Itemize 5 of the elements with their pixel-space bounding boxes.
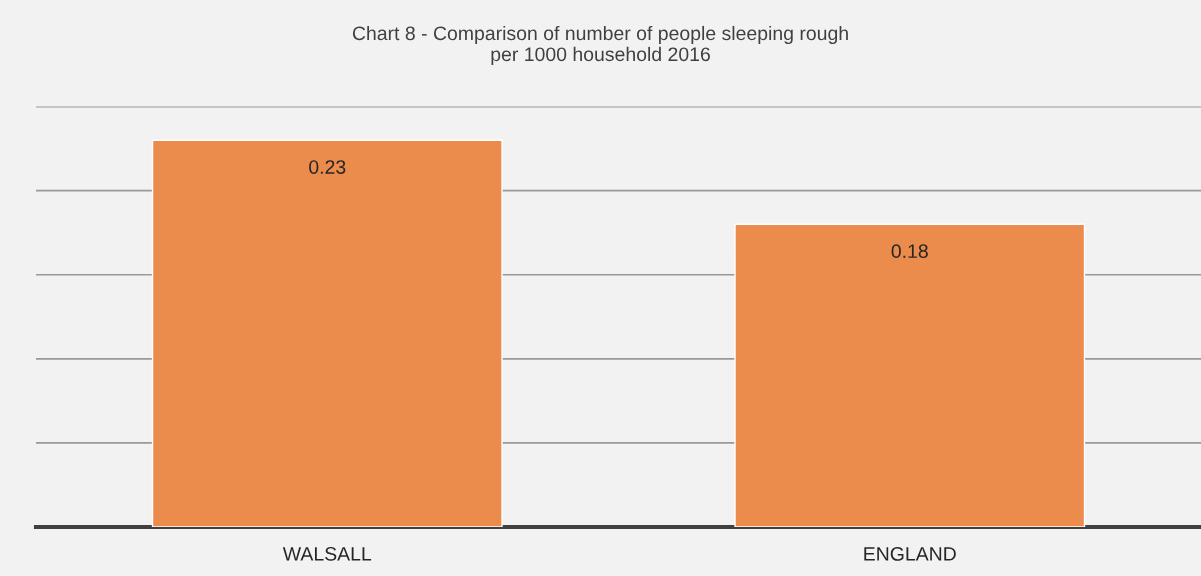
x-tick-label: ENGLAND (864, 547, 956, 561)
data-label: 0.18 (891, 244, 928, 259)
x-tick-label: WALSALL (282, 547, 372, 561)
data-label: 0.23 (309, 160, 346, 174)
chart-title: Chart 8 - Comparison of number of people sleeping rough per 1000 household 2016 (352, 25, 848, 65)
